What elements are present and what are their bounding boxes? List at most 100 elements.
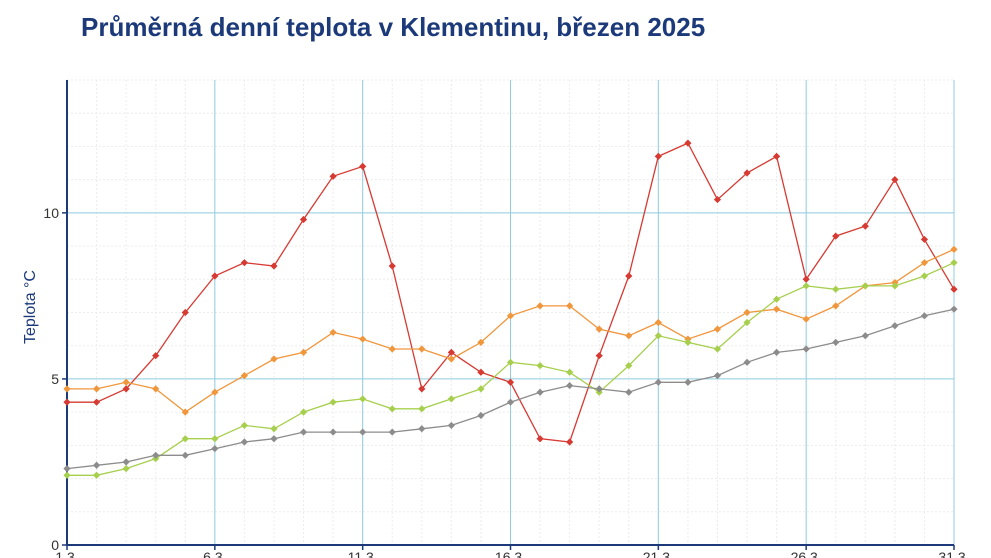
series-1-point xyxy=(270,262,278,270)
series-4-point xyxy=(566,381,574,390)
series-1-point xyxy=(92,398,101,406)
series-2-point xyxy=(418,345,426,353)
series-1-point xyxy=(773,152,781,160)
series-3-point xyxy=(684,338,692,346)
series-4-point xyxy=(684,378,692,386)
series-1-point xyxy=(388,262,396,270)
series-3-point xyxy=(211,435,219,443)
x-tick-label: 6.3. xyxy=(203,549,226,558)
series-1-point xyxy=(595,352,603,360)
series-2-point xyxy=(122,378,130,386)
series-4-point xyxy=(270,435,278,443)
series-4-point xyxy=(359,428,367,436)
series-1-point xyxy=(506,378,515,386)
series-3-point xyxy=(950,259,958,267)
series-4-point xyxy=(181,451,189,459)
series-1-point xyxy=(950,285,958,293)
y-tick-label: 0 xyxy=(51,537,59,553)
series-1-point xyxy=(743,169,751,177)
series-3-point xyxy=(270,425,278,433)
series-2-point xyxy=(329,328,337,337)
series-1-point xyxy=(477,368,485,376)
series-4-point xyxy=(506,398,515,406)
series-4-point xyxy=(240,438,248,446)
series-2-point xyxy=(240,372,248,380)
series-1-point xyxy=(211,272,219,280)
series-2-point xyxy=(625,332,633,340)
series-1-point xyxy=(536,435,544,443)
series-2-point xyxy=(211,388,219,396)
series-2-point xyxy=(299,348,308,356)
series-4-point xyxy=(299,428,308,436)
series-4-point xyxy=(713,372,722,380)
y-axis-title: Teplota °C xyxy=(22,270,39,344)
series-2-point xyxy=(359,335,367,343)
series-4-point xyxy=(920,312,929,320)
series-3-point xyxy=(802,282,810,290)
series-3-point xyxy=(536,362,544,370)
series-4-point xyxy=(654,378,662,386)
series-4-point xyxy=(832,338,840,346)
series-4-point xyxy=(447,421,455,430)
series-1-point xyxy=(684,139,692,147)
series-2-point xyxy=(63,385,71,393)
series-1-point xyxy=(447,348,455,356)
chart-title: Průměrná denní teplota v Klementinu, bře… xyxy=(81,12,706,42)
series-1-point xyxy=(654,152,662,160)
series-2-point xyxy=(566,302,574,310)
series-4-point xyxy=(418,425,426,433)
series-1-point xyxy=(152,352,160,360)
series-2-point xyxy=(536,302,544,310)
series-3-point xyxy=(891,282,899,290)
series-1-point xyxy=(122,385,130,393)
series-3-point xyxy=(566,368,574,376)
series-4-point xyxy=(329,428,337,436)
y-tick-label: 5 xyxy=(51,371,59,387)
series-layer xyxy=(63,139,958,479)
series-3-point xyxy=(240,421,248,430)
series-4-point xyxy=(861,332,869,340)
series-4-point xyxy=(773,348,781,356)
series-2-point xyxy=(713,325,722,333)
series-3-point xyxy=(920,272,929,280)
series-4-point xyxy=(802,345,810,353)
series-1-point xyxy=(920,235,929,244)
series-3-point xyxy=(181,435,189,443)
x-tick-label: 1.3. xyxy=(55,549,78,558)
series-3-point xyxy=(713,345,722,353)
series-4-point xyxy=(92,461,101,469)
series-4-point xyxy=(388,428,396,436)
series-4-point xyxy=(950,305,958,313)
series-3-point xyxy=(299,408,308,416)
series-1-point xyxy=(891,176,899,184)
series-1 xyxy=(63,139,958,446)
series-1-point xyxy=(299,215,308,224)
series-2-point xyxy=(152,385,160,393)
series-1-point xyxy=(625,272,633,280)
series-2-point xyxy=(447,355,455,363)
series-3-point xyxy=(832,285,840,293)
series-1-point xyxy=(802,275,810,283)
series-4 xyxy=(63,305,958,473)
series-3-point xyxy=(743,318,751,327)
x-tick-label: 31.3. xyxy=(938,549,969,558)
series-3-point xyxy=(506,358,515,366)
series-4-point xyxy=(211,445,219,453)
x-tick-label: 21.3. xyxy=(643,549,674,558)
series-4-point xyxy=(122,458,130,466)
series-1-point xyxy=(566,438,574,446)
series-2-point xyxy=(802,315,810,323)
series-2-point xyxy=(270,355,278,363)
series-4-point xyxy=(536,388,544,396)
series-4-point xyxy=(891,322,899,330)
series-2-point xyxy=(950,245,958,253)
series-3-point xyxy=(447,395,455,403)
series-3-point xyxy=(477,385,485,393)
series-2-point xyxy=(654,318,662,327)
x-axis-ticks: 1.3. 6.3. 11.3. 16.3. 21.3. 26.3. 31.3. xyxy=(55,545,970,558)
series-1-point xyxy=(359,162,367,170)
series-4-point xyxy=(743,358,751,366)
series-2-point xyxy=(181,408,189,416)
series-1-point xyxy=(63,398,71,406)
